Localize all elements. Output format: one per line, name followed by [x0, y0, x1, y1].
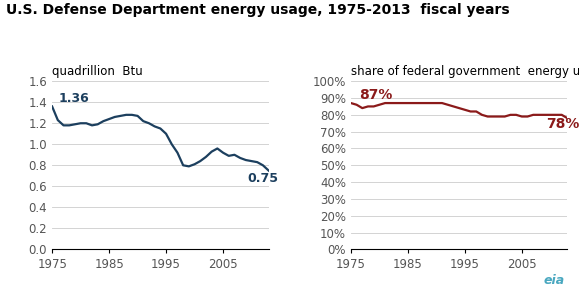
- Text: eia: eia: [544, 274, 565, 287]
- Text: 0.75: 0.75: [248, 173, 278, 186]
- Text: 87%: 87%: [360, 88, 393, 102]
- Text: quadrillion  Btu: quadrillion Btu: [52, 65, 143, 78]
- Text: share of federal government  energy usage: share of federal government energy usage: [351, 65, 579, 78]
- Text: 78%: 78%: [547, 117, 579, 131]
- Text: 1.36: 1.36: [59, 92, 90, 104]
- Text: U.S. Defense Department energy usage, 1975-2013  fiscal years: U.S. Defense Department energy usage, 19…: [6, 3, 510, 17]
